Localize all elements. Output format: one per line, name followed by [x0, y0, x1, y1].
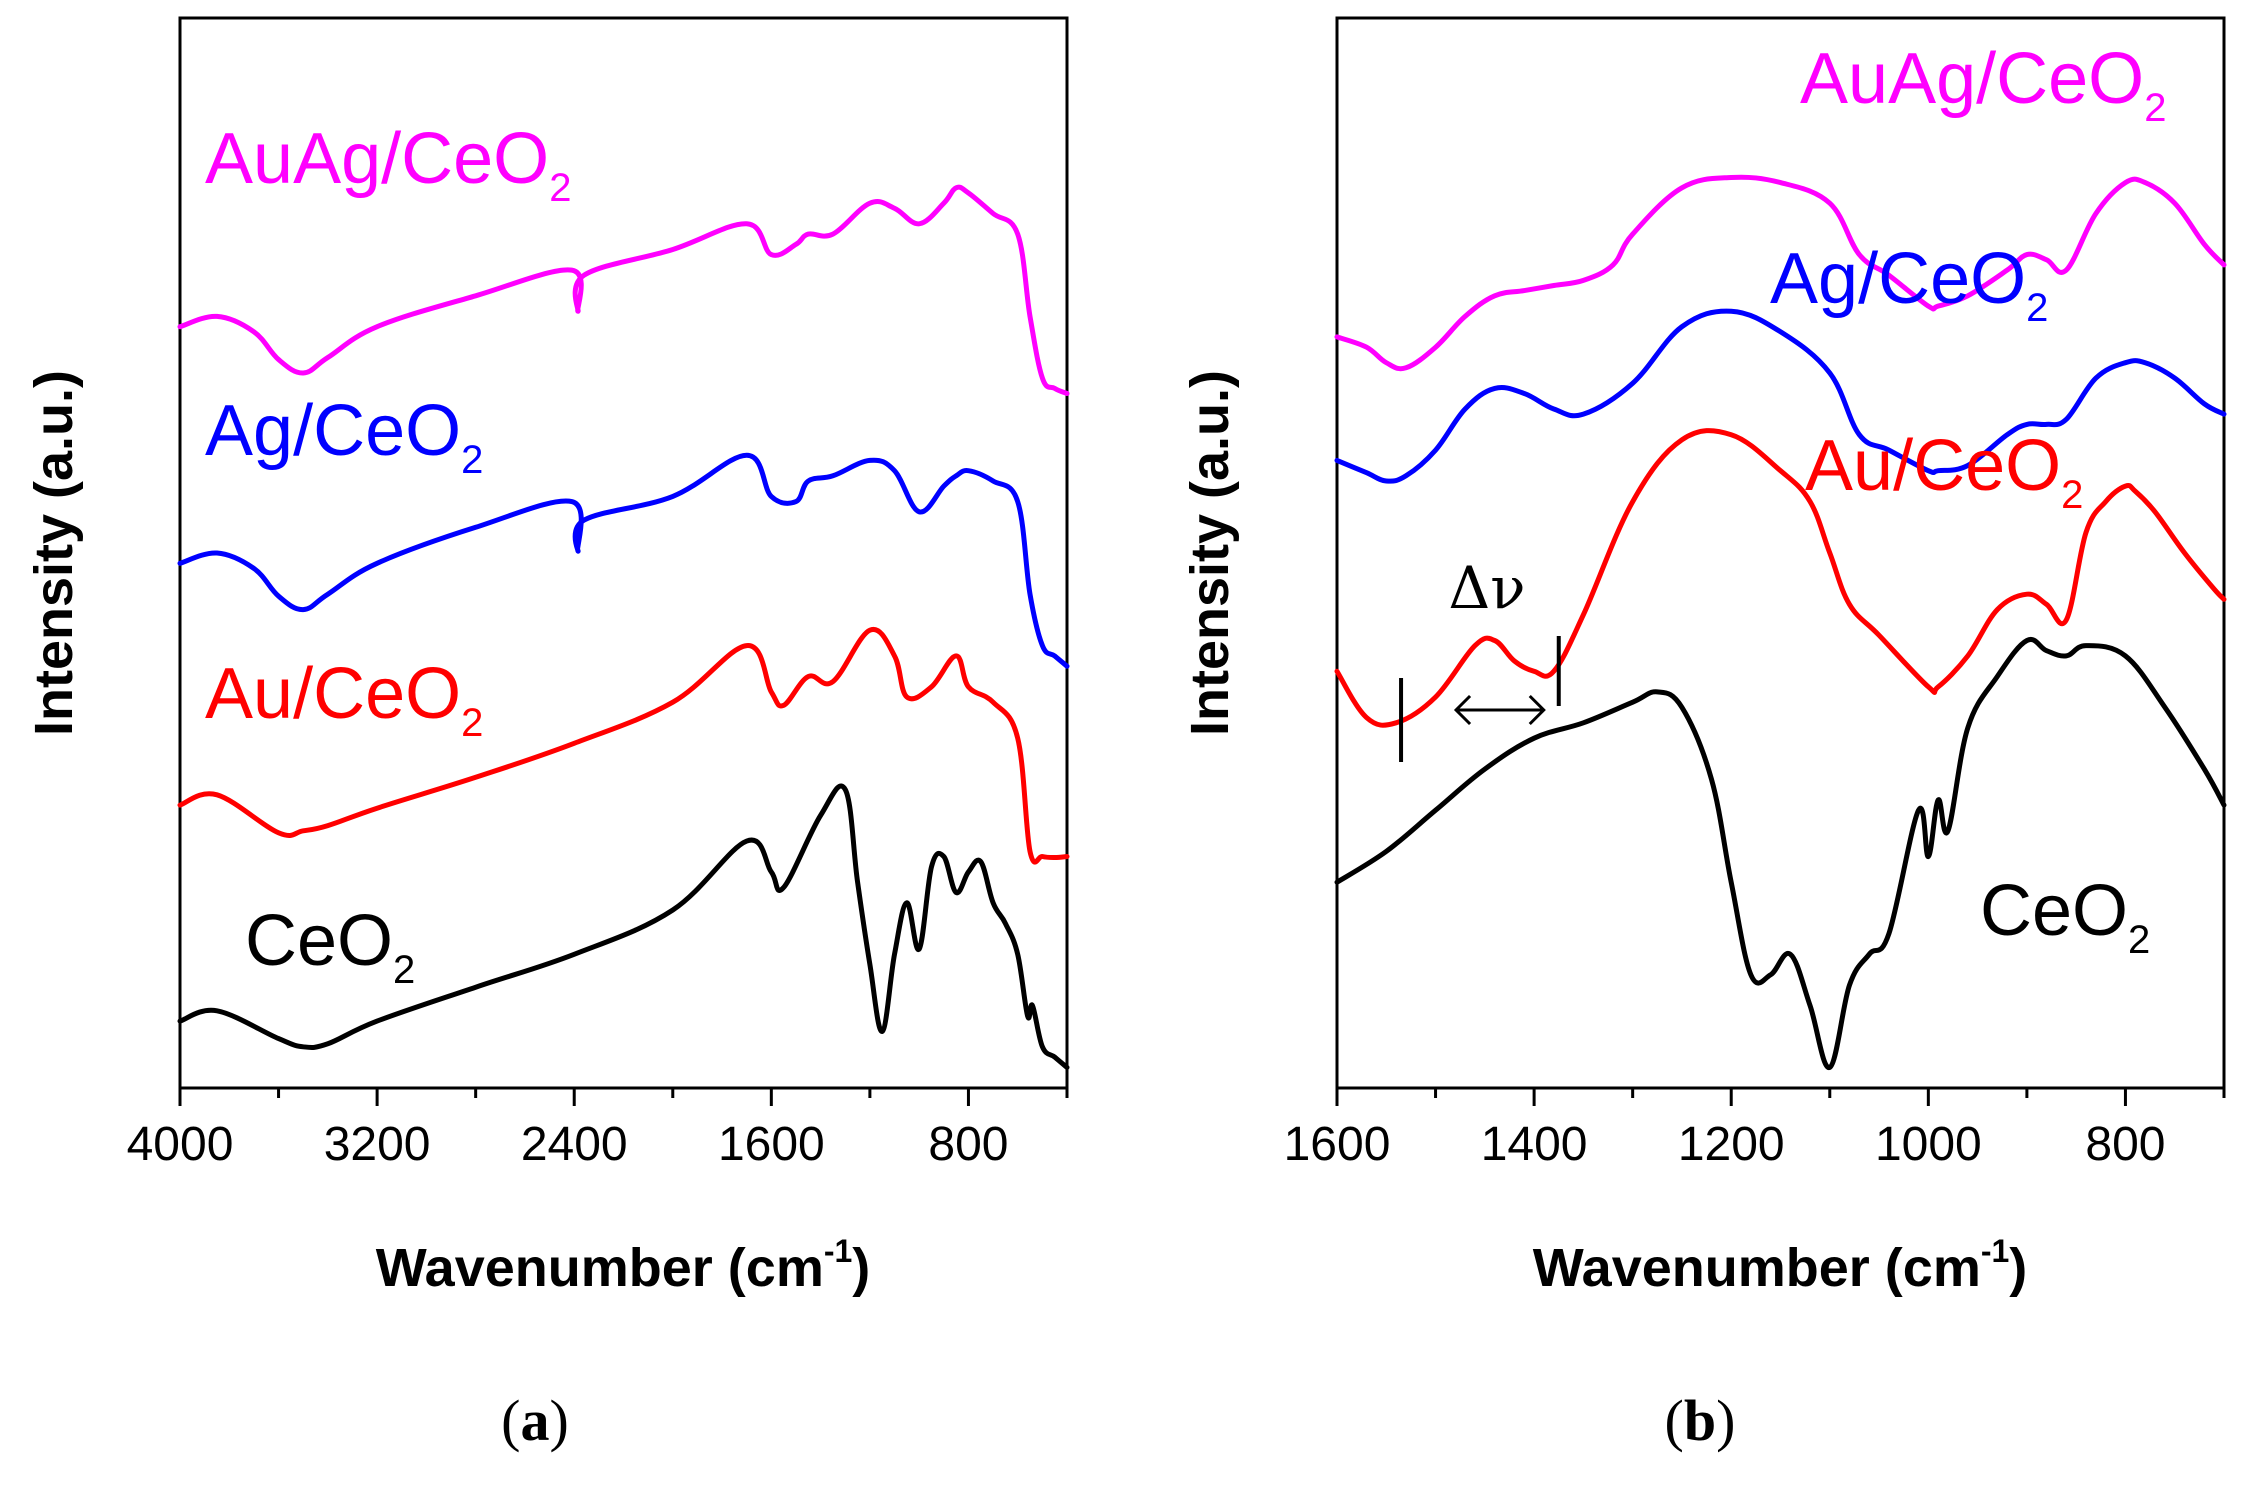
x-axis-label-b: Wavenumber (cm-1) — [1533, 1233, 2028, 1298]
delta-nu-double-arrow — [1453, 694, 1546, 726]
series-line-au-ceo2 — [1334, 428, 2227, 728]
x-tick-label: 2400 — [521, 1118, 628, 1171]
x-axis-label-a: Wavenumber (cm-1) — [376, 1233, 871, 1298]
series-label-ceo2: CeO2 — [1980, 871, 2150, 962]
x-tick-label: 1400 — [1481, 1118, 1588, 1171]
panel-a: 4000 3200 2400 1600 800 CeO2 Au/CeO2 Ag/CeO2 Au… — [24, 16, 1070, 1453]
series-line-ag-ceo2 — [177, 452, 1070, 669]
series-label-ag-ceo2: Ag/CeO2 — [1770, 239, 2048, 330]
series-line-ceo2 — [1334, 636, 2227, 1070]
x-tick-label: 800 — [2085, 1118, 2165, 1171]
series-b — [1334, 174, 2227, 1070]
delta-nu-label: Δν — [1448, 554, 1525, 622]
x-tick-label: 4000 — [127, 1118, 234, 1171]
series-line-auag-ceo2 — [177, 184, 1070, 396]
series-line-ceo2 — [177, 783, 1070, 1070]
panel-caption-a: (a) — [501, 1388, 569, 1453]
x-tick-label: 1600 — [1284, 1118, 1391, 1171]
x-ticks-b: 1600 1400 1200 1000 800 — [1284, 1088, 2226, 1171]
series-labels-a: CeO2 Au/CeO2 Ag/CeO2 AuAg/CeO2 — [205, 119, 571, 992]
panel-b: 1600 1400 1200 1000 800 CeO2 Au/CeO2 Ag/CeO2 Au… — [1180, 16, 2227, 1453]
x-tick-label: 3200 — [324, 1118, 431, 1171]
series-label-auag-ceo2: AuAg/CeO2 — [1800, 39, 2166, 130]
series-label-ag-ceo2: Ag/CeO2 — [205, 391, 483, 482]
series-label-au-ceo2: Au/CeO2 — [1805, 426, 2083, 517]
series-label-auag-ceo2: AuAg/CeO2 — [205, 119, 571, 210]
x-tick-label: 1200 — [1678, 1118, 1785, 1171]
series-label-ceo2: CeO2 — [245, 901, 415, 992]
delta-nu-annotation: Δν — [1399, 554, 1561, 762]
series-a — [177, 184, 1070, 1070]
x-tick-label: 800 — [928, 1118, 1008, 1171]
x-tick-label: 1000 — [1875, 1118, 1982, 1171]
series-line-au-ceo2 — [177, 627, 1070, 865]
x-tick-label: 1600 — [718, 1118, 825, 1171]
plot-frame-b — [1335, 16, 2226, 1090]
x-ticks-a: 4000 3200 2400 1600 800 — [127, 1088, 1069, 1171]
y-axis-label-b: Intensity (a.u.) — [1180, 370, 1240, 736]
series-line-ag-ceo2 — [1334, 308, 2227, 484]
series-label-au-ceo2: Au/CeO2 — [205, 654, 483, 745]
series-labels-b: CeO2 Au/CeO2 Ag/CeO2 AuAg/CeO2 — [1770, 39, 2166, 962]
panel-caption-b: (b) — [1665, 1388, 1736, 1453]
series-line-auag-ceo2 — [1334, 174, 2227, 372]
y-axis-label-a: Intensity (a.u.) — [24, 370, 84, 736]
plot-frame-a — [178, 16, 1069, 1090]
